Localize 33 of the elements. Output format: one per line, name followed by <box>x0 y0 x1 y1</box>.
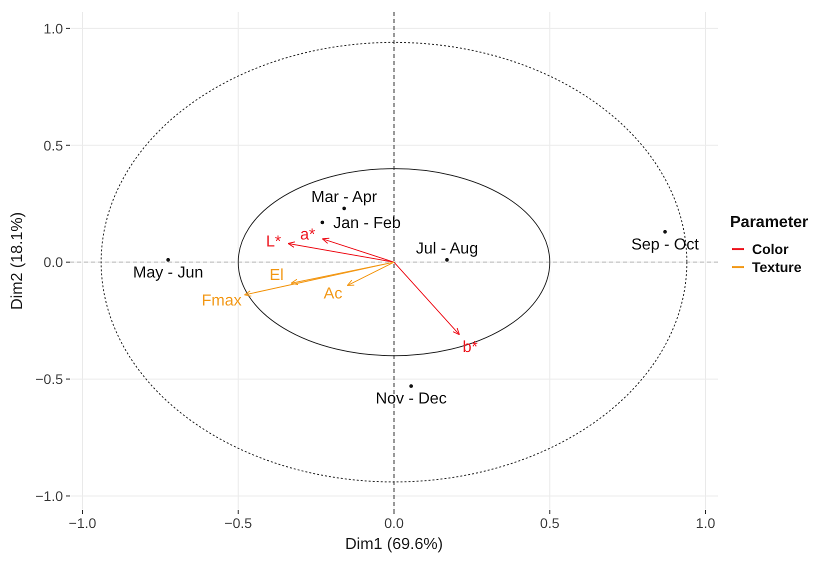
x-tick-label: 0.0 <box>384 515 404 531</box>
data-label: Mar - Apr <box>311 188 378 206</box>
y-tick-label: 1.0 <box>44 20 64 36</box>
data-label: Ac <box>324 285 342 302</box>
x-tick-label: 0.5 <box>540 515 560 531</box>
data-label: b* <box>462 339 478 356</box>
y-tick-label: −1.0 <box>35 488 64 504</box>
x-axis-title: Dim1 (69.6%) <box>345 536 443 553</box>
x-tick-label: −0.5 <box>224 515 252 531</box>
data-label: Fmax <box>202 292 242 310</box>
y-tick-label: 0.0 <box>44 254 64 270</box>
legend-title: Parameter <box>730 214 808 232</box>
legend-label: Texture <box>752 259 802 276</box>
data-label: May - Jun <box>133 264 204 282</box>
x-tick-label: 1.0 <box>696 515 716 531</box>
data-label: L* <box>266 234 282 250</box>
y-axis-title: Dim2 (18.1%) <box>9 212 26 310</box>
data-label: Sep - Oct <box>631 236 700 254</box>
point <box>320 220 324 224</box>
point <box>663 230 667 234</box>
y-tick-label: −0.5 <box>35 371 64 388</box>
data-label: a* <box>300 226 316 244</box>
data-label: El <box>269 266 284 284</box>
data-label: Jul - Aug <box>416 240 478 258</box>
point <box>166 258 170 262</box>
data-label: Nov - Dec <box>376 390 447 408</box>
point <box>342 206 346 210</box>
point <box>409 384 413 388</box>
data-label: Jan - Feb <box>333 215 401 232</box>
point <box>445 258 449 262</box>
x-tick-label: −1.0 <box>68 515 96 531</box>
y-tick-label: 0.5 <box>44 137 64 154</box>
legend-label: Color <box>752 241 790 258</box>
